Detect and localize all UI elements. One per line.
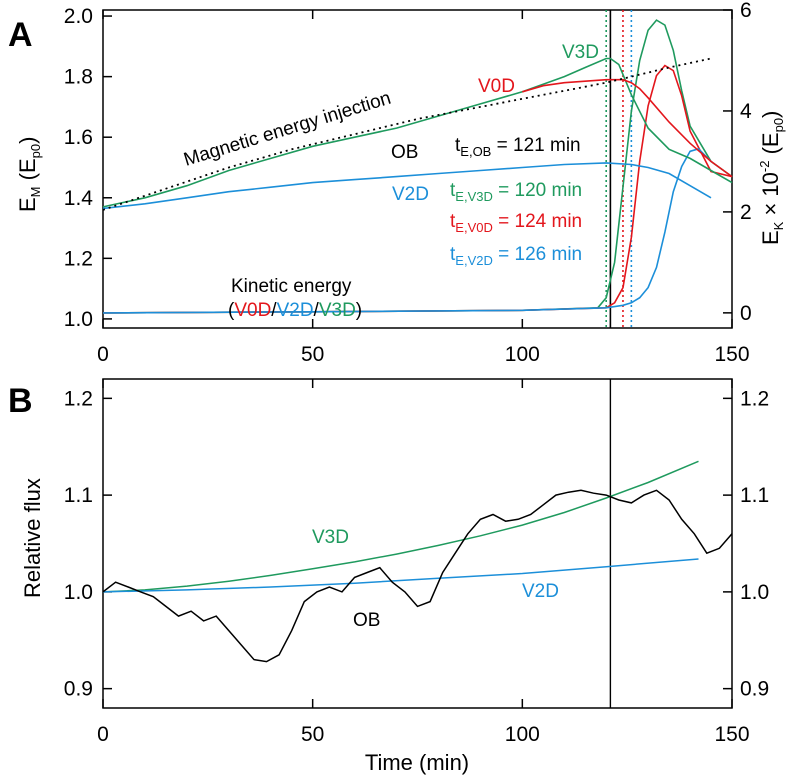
panel-a-ytick-left-label: 2.0 — [64, 5, 93, 28]
panel-b-ytick-left-label: 0.9 — [64, 678, 93, 701]
panel-a-ytick-left-label: 1.4 — [64, 187, 94, 210]
relative-flux-curve-v3d — [102, 460, 699, 593]
relative-flux-curve-ob — [102, 489, 733, 663]
panel-a-ytick-left-label: 1.0 — [64, 308, 93, 331]
eruption-time-v3d: tE,V3D = 120 min — [450, 180, 582, 204]
panel-b-xlabel: Time (min) — [365, 750, 469, 775]
panel-b-xtick-label: 0 — [97, 723, 109, 746]
panel-b-xtick-label: 100 — [505, 723, 540, 746]
panel-a-ytick-right-label: 2 — [740, 201, 752, 224]
panel-b-frame — [102, 378, 733, 709]
panel-b-ytick-right-label: 1.0 — [740, 581, 769, 604]
panel-a-xtick-label: 50 — [301, 343, 324, 366]
label-v3d-a: V3D — [562, 42, 599, 63]
panel-a-ylabel-right: EK × 10-2 (Ep0) — [757, 111, 786, 245]
panel-b-ytick-right-label: 0.9 — [740, 678, 769, 701]
kinetic-energy-title: Kinetic energy — [231, 276, 352, 297]
panel-a-xtick-label: 150 — [714, 343, 749, 366]
label-v2d-b: V2D — [522, 581, 559, 602]
panel-a-ytick-left-label: 1.8 — [64, 66, 93, 89]
eruption-time-ob: tE,OB = 121 min — [455, 135, 581, 159]
panel-b-ytick-left-label: 1.0 — [64, 581, 93, 604]
magnetic-energy-injection-curve — [102, 57, 712, 211]
label-ob-a: OB — [391, 142, 418, 163]
panel-a-ytick-right-label: 4 — [740, 100, 752, 123]
panel-a-frame — [102, 9, 733, 329]
panel-a-letter: A — [8, 16, 33, 54]
panel-b-curves — [102, 379, 733, 708]
kinetic-energy-legend: (V0D/V2D/V3D) — [228, 300, 362, 321]
magnetic-energy-curve-v2d — [102, 162, 712, 210]
eruption-time-v2d: tE,V2D = 126 min — [450, 244, 582, 268]
panel-a-ytick-right-label: 6 — [740, 0, 752, 22]
panel-b-xtick-label: 150 — [714, 723, 749, 746]
panel-a-ytick-left-label: 1.2 — [64, 247, 93, 270]
panel-a-xtick-label: 0 — [97, 343, 109, 366]
panel-b-ytick-right-label: 1.2 — [740, 387, 769, 410]
eruption-time-v0d: tE,V0D = 124 min — [450, 211, 582, 235]
panel-b-letter: B — [8, 382, 33, 420]
magnetic-energy-curve-v0d — [522, 78, 733, 178]
label-v2d-a: V2D — [392, 184, 429, 205]
panel-b-ytick-left-label: 1.1 — [64, 484, 93, 507]
panel-b-ylabel: Relative flux — [20, 478, 45, 598]
panel-a-curves — [102, 10, 733, 328]
kinetic-energy-curve-v2d — [102, 147, 712, 314]
panel-b-ticks: 0 50 100 150 0.9 0.9 1.0 1.0 1.1 1.1 1.2 1.2 — [64, 379, 769, 746]
label-v0d-a: V0D — [478, 76, 515, 97]
panel-a-ytick-left-label: 1.6 — [64, 126, 93, 149]
label-v3d-b: V3D — [312, 527, 349, 548]
relative-flux-curve-v2d — [102, 558, 699, 593]
panel-a-ticks: 0 50 100 150 1.0 1.2 1.4 1.6 1.8 2.0 0 2 4 6 — [64, 0, 752, 366]
label-ob-b: OB — [353, 610, 380, 631]
annotation-magnetic-energy-injection: Magnetic energy injection — [181, 88, 393, 171]
panel-b-ytick-right-label: 1.1 — [740, 484, 769, 507]
panel-b-xtick-label: 50 — [301, 723, 324, 746]
magnetic-energy-curve-v3d — [102, 57, 733, 208]
panel-a-ytick-right-label: 0 — [740, 302, 752, 325]
panel-a-xtick-label: 100 — [505, 343, 540, 366]
panel-b-ytick-left-label: 1.2 — [64, 387, 93, 410]
panel-a-ylabel-left: EM (Ep0) — [15, 137, 43, 212]
